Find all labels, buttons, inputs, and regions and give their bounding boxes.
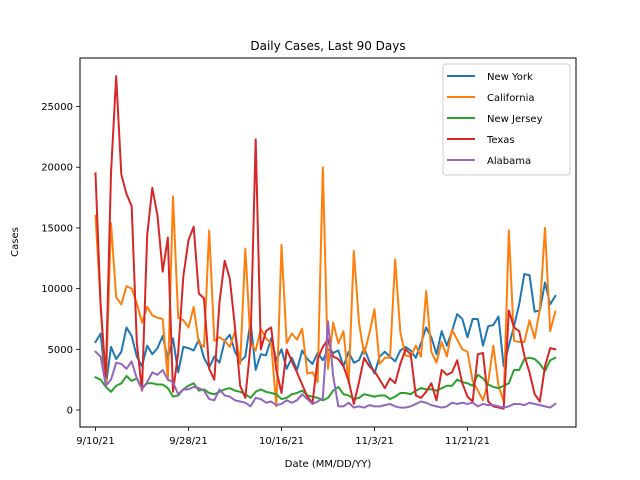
legend-label-new-jersey: New Jersey — [487, 114, 543, 125]
y-tick-label: 20000 — [41, 163, 73, 174]
plot-frame — [79, 57, 577, 428]
legend-frame — [442, 63, 571, 176]
x-tick-label: 11/3/21 — [355, 436, 394, 447]
legend-label-alabama: Alabama — [487, 156, 531, 167]
y-tick-label: 10000 — [41, 284, 73, 295]
chart-title: Daily Cases, Last 90 Days — [250, 39, 405, 53]
series-line-alabama — [94, 320, 557, 409]
x-axis: 9/10/21 9/28/21 10/16/21 11/3/21 11/21/21 — [76, 427, 490, 447]
y-tick-label: 0 — [67, 406, 73, 417]
y-tick-label: 15000 — [41, 223, 73, 234]
legend-label-texas: Texas — [486, 135, 515, 146]
legend-label-new-york: New York — [487, 72, 533, 83]
x-tick-label: 11/21/21 — [445, 436, 490, 447]
y-axis: 0 5000 10000 15000 20000 25000 — [41, 102, 80, 417]
series-line-california — [94, 166, 557, 408]
legend-label-california: California — [487, 93, 535, 104]
y-axis-label: Cases — [10, 227, 21, 257]
x-tick-label: 9/28/21 — [169, 436, 208, 447]
y-tick-label: 5000 — [48, 345, 73, 356]
x-tick-label: 10/16/21 — [259, 436, 304, 447]
series-line-new-jersey — [94, 356, 557, 402]
y-tick-label: 25000 — [41, 102, 73, 113]
legend: New York California New Jersey Texas Alabama — [442, 63, 571, 176]
series-layer — [94, 75, 557, 410]
x-axis-label: Date (MM/DD/YY) — [285, 459, 372, 470]
x-tick-label: 9/10/21 — [76, 436, 115, 447]
series-line-texas — [94, 75, 557, 410]
